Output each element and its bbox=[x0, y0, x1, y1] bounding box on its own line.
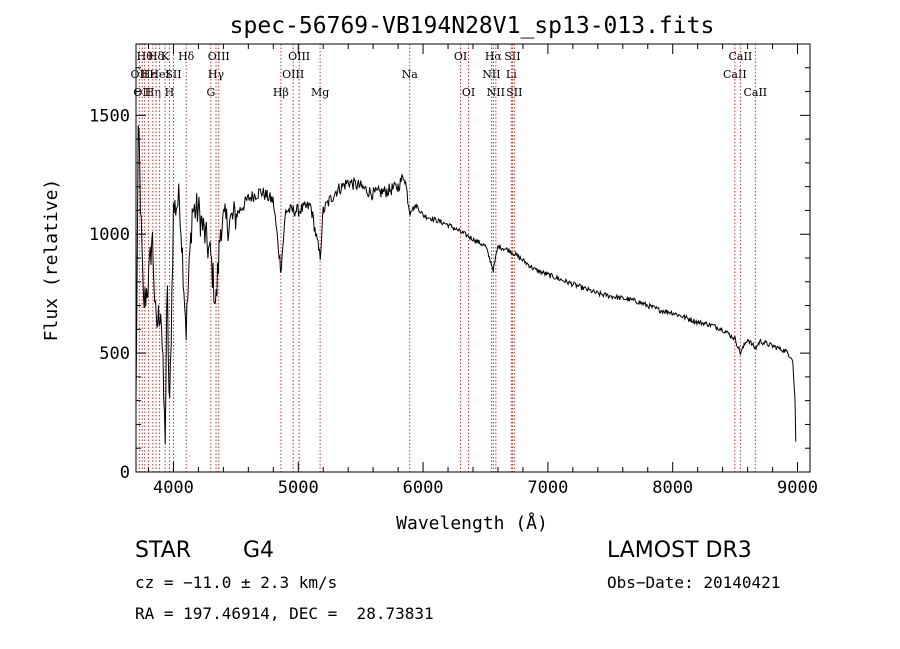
line-label-26: SII bbox=[506, 86, 522, 99]
line-label-3: Hε bbox=[141, 68, 157, 81]
object-subclass: G4 bbox=[243, 538, 275, 563]
y-tick-label: 1000 bbox=[89, 225, 130, 245]
line-label-17: Mg bbox=[311, 86, 329, 99]
plot-frame bbox=[135, 43, 811, 473]
line-label-4: Hη bbox=[145, 86, 161, 99]
line-label-2: Hθ bbox=[137, 50, 154, 63]
line-label-7: K bbox=[161, 50, 170, 63]
x-tick-label: 4000 bbox=[153, 478, 194, 498]
spectrum-series bbox=[135, 125, 797, 445]
x-tick-label: 7000 bbox=[527, 478, 568, 498]
object-class: STAR bbox=[135, 538, 192, 563]
line-label-0: OII bbox=[131, 68, 149, 81]
y-tick-label: 0 bbox=[120, 463, 130, 483]
line-label-20: OI bbox=[462, 86, 475, 99]
line-label-23: NII bbox=[487, 86, 505, 99]
line-label-10: Hδ bbox=[178, 50, 195, 63]
coordinates: RA = 197.46914, DEC = 28.73831 bbox=[135, 604, 434, 623]
line-label-15: OIII bbox=[282, 68, 304, 81]
chart-title: spec-56769-VB194N28V1_sp13-013.fits bbox=[230, 13, 715, 39]
line-label-12: Hγ bbox=[208, 68, 225, 81]
line-label-18: Na bbox=[402, 68, 419, 81]
y-tick-label: 500 bbox=[99, 344, 130, 364]
line-label-9: SII bbox=[165, 68, 181, 81]
x-tick-label: 5000 bbox=[278, 478, 319, 498]
line-label-21: NII bbox=[482, 68, 500, 81]
line-label-13: OIII bbox=[208, 50, 230, 63]
axes: 4000 5000 6000 7000 8000 9000 0 500 1000 1500 bbox=[89, 43, 818, 498]
line-label-16: OIII bbox=[288, 50, 310, 63]
line-label-6: HeI bbox=[149, 68, 169, 81]
line-label-5: Hδ bbox=[148, 50, 165, 63]
line-label-25: SII bbox=[504, 50, 520, 63]
x-tick-label: 9000 bbox=[777, 478, 818, 498]
redshift-value: cz = −11.0 ± 2.3 km/s bbox=[135, 573, 338, 592]
line-label-19: OI bbox=[454, 50, 467, 63]
line-label-28: CaII bbox=[729, 50, 753, 63]
survey-name: LAMOST DR3 bbox=[607, 538, 752, 563]
line-label-14: Hβ bbox=[273, 86, 289, 99]
line-label-8: H bbox=[165, 86, 175, 99]
line-label-27: CaII bbox=[723, 68, 747, 81]
line-label-1: OII bbox=[133, 86, 151, 99]
x-tick-label: 6000 bbox=[403, 478, 444, 498]
x-tick-label: 8000 bbox=[652, 478, 693, 498]
spectral-line-markers: OIIOIIHθHεHηHδHeIKHSIIHδGHγOIIIHβOIIIOII… bbox=[131, 44, 767, 472]
x-axis-label: Wavelength (Å) bbox=[396, 512, 548, 534]
obs-date: Obs−Date: 20140421 bbox=[607, 573, 781, 592]
line-label-29: CaII bbox=[743, 86, 767, 99]
line-label-22: Hα bbox=[485, 50, 503, 63]
line-label-11: G bbox=[206, 86, 215, 99]
line-label-24: Li bbox=[506, 68, 517, 81]
y-tick-label: 1500 bbox=[89, 106, 130, 126]
y-axis-label: Flux (relative) bbox=[41, 179, 62, 342]
spectrum-line bbox=[135, 125, 797, 445]
